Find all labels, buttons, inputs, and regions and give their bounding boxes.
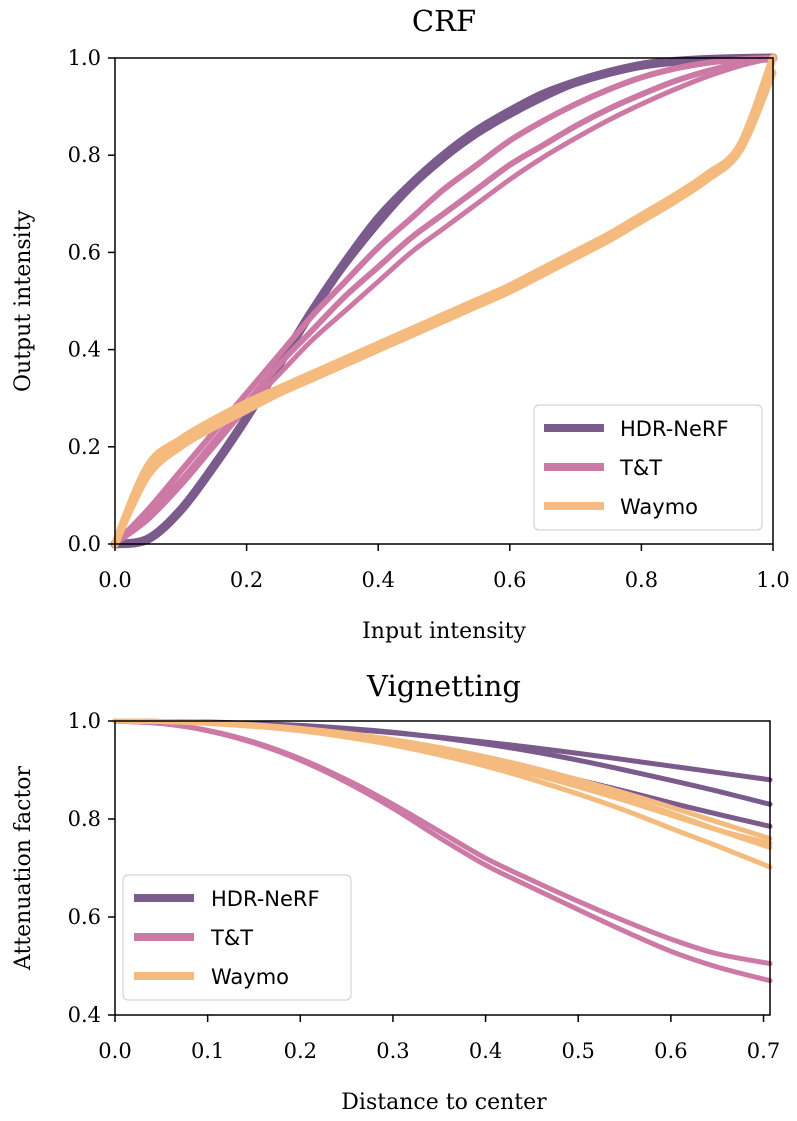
vignetting-y-ticks: 0.4 0.6 0.8 1.0	[68, 709, 115, 1027]
vignetting-legend-box	[122, 874, 352, 1001]
crf-x-ticks: 0.0 0.2 0.4 0.6 0.8 1.0	[98, 544, 790, 592]
vig-x-tick-label: 0.2	[284, 1039, 317, 1063]
crf-legend-box	[533, 404, 763, 531]
vignetting-legend: HDR-NeRF T&T Waymo	[122, 874, 352, 1001]
vignetting-legend-label-waymo: Waymo	[211, 965, 289, 989]
crf-x-tick-label: 0.4	[361, 568, 394, 592]
crf-y-axis-label: Output intensity	[11, 209, 36, 392]
vignetting-x-ticks: 0.0 0.1 0.2 0.3 0.4 0.5 0.6 0.7	[98, 1015, 780, 1063]
crf-x-tick-label: 0.8	[625, 568, 658, 592]
crf-line-hdr-nerf-1	[113, 56, 775, 546]
vig-y-tick-label: 1.0	[68, 709, 101, 733]
crf-y-tick-label: 0.8	[68, 143, 101, 167]
crf-y-tick-label: 0.4	[68, 338, 101, 362]
vig-x-tick-label: 0.4	[469, 1039, 502, 1063]
vig-y-tick-label: 0.6	[68, 905, 101, 929]
crf-line-waymo-5	[111, 54, 777, 548]
crf-x-tick-label: 0.0	[98, 568, 131, 592]
vignetting-x-axis-label: Distance to center	[341, 1090, 547, 1115]
crf-legend-label-hdr-nerf: HDR-NeRF	[620, 417, 729, 441]
vignetting-series-lines	[112, 718, 773, 984]
crf-x-tick-label: 0.6	[493, 568, 526, 592]
vig-x-tick-label: 0.1	[191, 1039, 224, 1063]
vig-line-waymo-8	[112, 718, 773, 842]
crf-axes-frame	[114, 57, 774, 545]
crf-y-tick-label: 1.0	[68, 46, 101, 70]
crf-line-t-t-4	[112, 55, 776, 547]
vignetting-title: Vignetting	[366, 669, 521, 703]
crf-title: CRF	[412, 4, 476, 38]
crf-series-lines	[110, 53, 778, 549]
crf-x-tick-label: 0.2	[230, 568, 263, 592]
vig-line-waymo-6	[112, 718, 773, 870]
vig-line-t-t-4	[112, 718, 773, 967]
vignetting-axes-frame	[114, 720, 771, 1016]
crf-x-tick-label: 1.0	[756, 568, 789, 592]
crf-line-waymo-6	[111, 69, 777, 548]
vig-y-tick-label: 0.4	[68, 1003, 101, 1027]
crf-y-tick-label: 0.0	[68, 532, 101, 556]
crf-legend-label-waymo: Waymo	[620, 495, 698, 519]
vignetting-legend-label-tt: T&T	[210, 926, 253, 950]
crf-legend: HDR-NeRF T&T Waymo	[533, 404, 763, 531]
vignetting-legend-label-hdr-nerf: HDR-NeRF	[211, 887, 320, 911]
crf-y-tick-label: 0.6	[68, 240, 101, 264]
crf-y-ticks: 0.0 0.2 0.4 0.6 0.8 1.0	[68, 46, 115, 556]
vig-x-tick-label: 0.0	[98, 1039, 131, 1063]
crf-x-axis-label: Input intensity	[362, 619, 526, 644]
vig-x-tick-label: 0.6	[654, 1039, 687, 1063]
crf-panel: CRF 0.0 0.2 0.4 0.6 0.8 1.0 0.0 0.2 0.4 0.6 0.8 1.…	[11, 4, 790, 644]
vig-x-tick-label: 0.7	[747, 1039, 780, 1063]
vignetting-panel: Vignetting 0.0 0.1 0.2 0.3 0.4 0.5 0.6 0.7 0.40…	[11, 669, 780, 1115]
vig-x-tick-label: 0.5	[562, 1039, 595, 1063]
crf-legend-label-tt: T&T	[619, 456, 662, 480]
crf-line-t-t-3	[112, 55, 776, 547]
vignetting-y-axis-label: Attenuation factor	[11, 765, 36, 971]
crf-y-tick-label: 0.2	[68, 435, 101, 459]
vig-y-tick-label: 0.8	[68, 807, 101, 831]
vig-x-tick-label: 0.3	[376, 1039, 409, 1063]
